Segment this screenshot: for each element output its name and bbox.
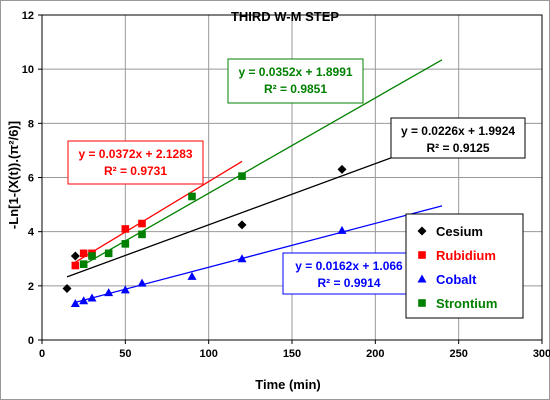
point-strontium (138, 230, 146, 239)
legend-label-strontium: Strontium (436, 296, 497, 311)
point-strontium (79, 260, 88, 268)
r2-text: R² = 0.9851 (264, 82, 327, 96)
point-rubidium (138, 219, 146, 228)
fit-line-strontium (83, 59, 443, 266)
equation-text: y = 0.0226x + 1.9924 (401, 124, 515, 138)
equation-frame (227, 58, 364, 104)
point-rubidium (71, 261, 80, 270)
equation-text: y = 0.0162x + 1.066 (295, 259, 403, 273)
y-ticks: 0 2 4 6 8 10 12 (22, 10, 42, 347)
point-cobalt (337, 225, 347, 234)
point-cobalt (70, 298, 80, 307)
equation-box-strontium: y = 0.0352x + 1.8991 R² = 0.9851 (227, 58, 364, 104)
equation-frame (67, 140, 204, 185)
point-cesium (237, 220, 247, 230)
fit-line-cobalt (75, 205, 443, 303)
data-points (62, 164, 347, 307)
point-cesium (62, 284, 72, 294)
y-tick-label: 12 (22, 10, 34, 22)
point-cobalt (237, 254, 247, 263)
point-cobalt (120, 285, 130, 294)
point-strontium (121, 240, 130, 248)
point-cesium (70, 251, 80, 261)
fit-lines (66, 59, 443, 303)
point-cesium (337, 164, 347, 174)
equation-text: y = 0.0352x + 1.8991 (238, 65, 352, 79)
r2-text: R² = 0.9125 (426, 141, 489, 155)
equation-box-cesium: y = 0.0226x + 1.9924 R² = 0.9125 (390, 117, 526, 159)
legend-label-cobalt: Cobalt (436, 272, 477, 287)
x-axis-label: Time (min) (255, 377, 321, 392)
equation-box-rubidium: y = 0.0372x + 2.1283 R² = 0.9731 (67, 140, 204, 185)
fit-line-cesium (66, 138, 443, 278)
equation-box-cobalt: y = 0.0162x + 1.066 R² = 0.9914 (282, 252, 416, 295)
y-tick-label: 0 (28, 335, 34, 347)
point-cobalt (137, 278, 147, 287)
equation-text: y = 0.0372x + 2.1283 (78, 147, 192, 161)
y-axis-label: -Ln[1-(X(t)).(π²/6)] (6, 121, 21, 229)
legend-marker-cesium (417, 226, 427, 236)
x-tick-label: 50 (119, 348, 131, 360)
x-tick-label: 0 (39, 348, 45, 360)
point-cobalt (87, 293, 97, 302)
point-rubidium (79, 249, 88, 258)
x-tick-label: 200 (366, 348, 384, 360)
legend-marker-cobalt (417, 274, 427, 283)
x-tick-label: 150 (283, 348, 301, 360)
y-tick-label: 2 (28, 281, 34, 293)
r2-text: R² = 0.9914 (317, 276, 380, 290)
y-tick-label: 6 (28, 173, 34, 185)
legend-label-rubidium: Rubidium (436, 248, 496, 263)
point-cobalt (79, 296, 89, 305)
y-tick-label: 10 (22, 64, 34, 76)
fit-line-rubidium (74, 160, 243, 263)
x-ticks: 0 50 100 150 200 250 300 (39, 340, 550, 360)
legend-label-cesium: Cesium (436, 224, 483, 239)
equation-frame (390, 117, 526, 159)
point-rubidium (121, 225, 130, 233)
x-tick-label: 250 (449, 348, 467, 360)
point-cobalt (104, 288, 114, 297)
y-tick-label: 4 (28, 227, 35, 239)
legend-marker-strontium (418, 299, 426, 307)
point-strontium (238, 172, 246, 180)
x-tick-label: 100 (199, 348, 217, 360)
point-strontium (188, 192, 196, 201)
equation-boxes: y = 0.0226x + 1.9924 R² = 0.9125 y = 0.037… (67, 58, 526, 295)
point-strontium (88, 252, 96, 260)
point-strontium (104, 249, 113, 258)
x-tick-label: 300 (533, 348, 550, 360)
chart-title: THIRD W-M STEP (231, 9, 339, 24)
legend: Cesium Rubidium Cobalt Strontium (405, 213, 524, 319)
y-tick-label: 8 (28, 118, 34, 130)
legend-marker-rubidium (418, 251, 426, 259)
point-cobalt (187, 271, 197, 280)
r2-text: R² = 0.9731 (104, 164, 167, 178)
